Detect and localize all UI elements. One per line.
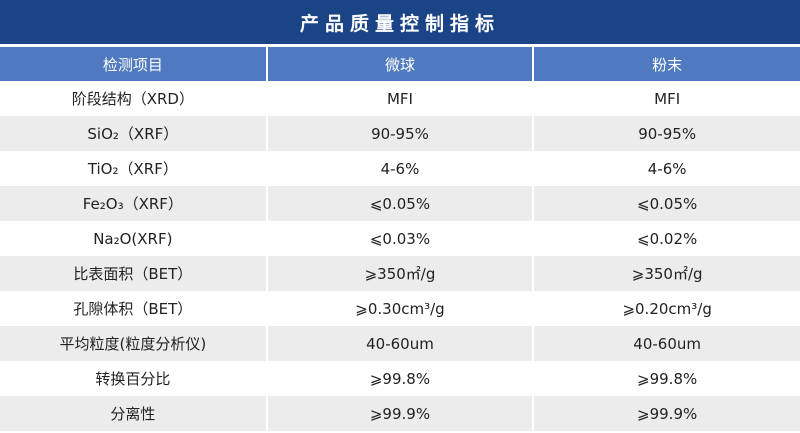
table-row: 平均粒度(粒度分析仪) 40-60um 40-60um bbox=[0, 326, 800, 361]
table-row: 阶段结构（XRD） MFI MFI bbox=[0, 81, 800, 116]
quality-table: 检测项目 微球 粉末 阶段结构（XRD） MFI MFI SiO₂（XRF） 90-95… bbox=[0, 47, 800, 431]
item-cell: Fe₂O₃（XRF） bbox=[0, 186, 267, 221]
item-cell: Na₂O(XRF) bbox=[0, 221, 267, 256]
item-cell: 分离性 bbox=[0, 396, 267, 431]
powder-cell: ⩾99.9% bbox=[532, 396, 800, 431]
powder-cell: 90-95% bbox=[532, 116, 800, 151]
microsphere-cell: 4-6% bbox=[265, 151, 534, 186]
divider bbox=[0, 44, 800, 47]
powder-cell: ⩾0.20cm³/g bbox=[532, 291, 800, 326]
header-row: 检测项目 微球 粉末 bbox=[0, 47, 800, 81]
item-cell: 阶段结构（XRD） bbox=[0, 81, 267, 116]
microsphere-cell: ⩾99.8% bbox=[265, 361, 534, 396]
powder-cell: ⩽0.02% bbox=[532, 221, 800, 256]
microsphere-cell: ⩾99.9% bbox=[265, 396, 534, 431]
header-microsphere: 微球 bbox=[265, 47, 534, 81]
powder-cell: 4-6% bbox=[532, 151, 800, 186]
powder-cell: MFI bbox=[532, 81, 800, 116]
item-cell: SiO₂（XRF） bbox=[0, 116, 267, 151]
microsphere-cell: MFI bbox=[265, 81, 534, 116]
table-title: 产品质量控制指标 bbox=[0, 0, 800, 44]
microsphere-cell: ⩾0.30cm³/g bbox=[265, 291, 534, 326]
table-row: Na₂O(XRF) ⩽0.03% ⩽0.02% bbox=[0, 221, 800, 256]
microsphere-cell: ⩾350㎡/g bbox=[265, 256, 534, 291]
header-powder: 粉末 bbox=[532, 47, 800, 81]
powder-cell: 40-60um bbox=[532, 326, 800, 361]
powder-cell: ⩾350㎡/g bbox=[532, 256, 800, 291]
item-cell: 孔隙体积（BET） bbox=[0, 291, 267, 326]
microsphere-cell: 90-95% bbox=[265, 116, 534, 151]
table-row: 转换百分比 ⩾99.8% ⩾99.8% bbox=[0, 361, 800, 396]
powder-cell: ⩽0.05% bbox=[532, 186, 800, 221]
item-cell: 比表面积（BET） bbox=[0, 256, 267, 291]
microsphere-cell: ⩽0.03% bbox=[265, 221, 534, 256]
item-cell: TiO₂（XRF） bbox=[0, 151, 267, 186]
powder-cell: ⩾99.8% bbox=[532, 361, 800, 396]
table-row: SiO₂（XRF） 90-95% 90-95% bbox=[0, 116, 800, 151]
table-row: Fe₂O₃（XRF） ⩽0.05% ⩽0.05% bbox=[0, 186, 800, 221]
item-cell: 平均粒度(粒度分析仪) bbox=[0, 326, 267, 361]
table-row: 比表面积（BET） ⩾350㎡/g ⩾350㎡/g bbox=[0, 256, 800, 291]
microsphere-cell: ⩽0.05% bbox=[265, 186, 534, 221]
table-row: 分离性 ⩾99.9% ⩾99.9% bbox=[0, 396, 800, 431]
table-row: TiO₂（XRF） 4-6% 4-6% bbox=[0, 151, 800, 186]
item-cell: 转换百分比 bbox=[0, 361, 267, 396]
header-item: 检测项目 bbox=[0, 47, 267, 81]
table-row: 孔隙体积（BET） ⩾0.30cm³/g ⩾0.20cm³/g bbox=[0, 291, 800, 326]
microsphere-cell: 40-60um bbox=[265, 326, 534, 361]
